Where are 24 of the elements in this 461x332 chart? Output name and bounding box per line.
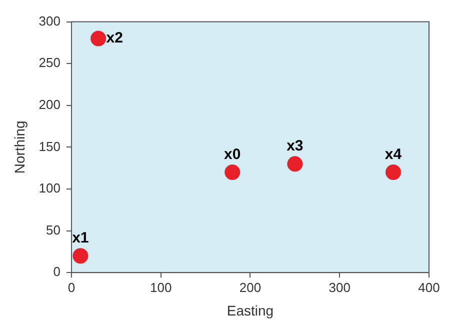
point [72, 248, 88, 264]
y-tick-label: 0 [53, 264, 60, 280]
point [386, 164, 401, 180]
y-tick-label: 250 [38, 55, 60, 70]
annotation: x2 [106, 30, 123, 47]
x-axis-title: Easting [226, 302, 274, 318]
y-tick-label: 50 [46, 222, 60, 238]
annotation: x1 [72, 230, 89, 247]
x-tick-label: 400 [418, 280, 440, 295]
y-axis-title: Northing [11, 120, 28, 174]
y-tick-label: 200 [38, 96, 60, 112]
x-tick-label: 200 [239, 280, 262, 295]
annotation: x4 [384, 146, 402, 163]
y-tick-label: 300 [38, 13, 60, 28]
y-tick-label: 100 [38, 180, 60, 196]
point [287, 156, 303, 172]
y-tick-label: 150 [38, 138, 60, 154]
point [224, 164, 240, 180]
x-tick-label: 100 [150, 280, 172, 295]
annotation: x3 [286, 138, 304, 155]
x-tick-label: 300 [328, 280, 350, 295]
x-tick-label: 0 [68, 280, 76, 295]
annotation: x0 [224, 146, 241, 163]
point [90, 30, 106, 46]
